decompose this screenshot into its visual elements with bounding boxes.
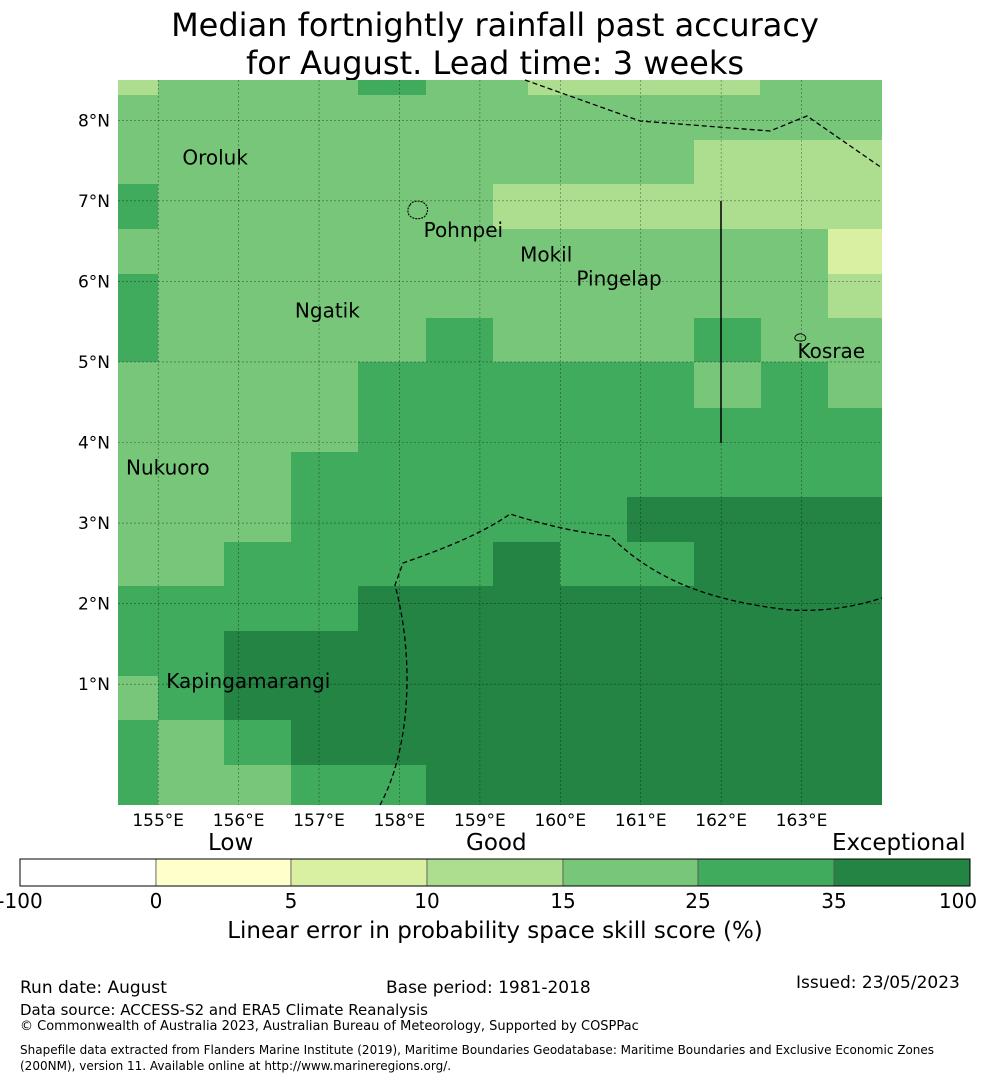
data-source: Data source: ACCESS-S2 and ERA5 Climate … bbox=[20, 1001, 428, 1019]
skill-cell bbox=[118, 631, 225, 676]
place-label-kapingamarangi: Kapingamarangi bbox=[166, 669, 330, 693]
skill-cell bbox=[528, 80, 760, 95]
skill-cell bbox=[158, 720, 224, 765]
longitude-tick-label: 158°E bbox=[374, 811, 426, 830]
longitude-tick-label: 155°E bbox=[132, 811, 184, 830]
longitude-tick-label: 156°E bbox=[213, 811, 265, 830]
latitude-tick-label: 6°N bbox=[78, 272, 110, 292]
eez-boundary-north bbox=[524, 79, 883, 169]
title-line-2: for August. Lead time: 3 weeks bbox=[245, 44, 745, 82]
latitude-tick-label: 4°N bbox=[78, 434, 110, 454]
latitude-tick-labels: 1°N 2°N 3°N 4°N 5°N 6°N 7°N 8°N bbox=[78, 111, 110, 695]
skill-cell bbox=[694, 408, 882, 452]
place-label-mokil: Mokil bbox=[520, 242, 572, 266]
colorbar-tick: 5 bbox=[284, 889, 298, 913]
place-label-pingelap: Pingelap bbox=[576, 266, 661, 290]
title-line-1: Median fortnightly rainfall past accurac… bbox=[171, 6, 819, 44]
skill-cell bbox=[224, 631, 882, 720]
skill-cell bbox=[224, 542, 694, 586]
longitude-tick-labels: 155°E 156°E 157°E 158°E 159°E 160°E 161°E 162°E… bbox=[132, 811, 827, 830]
skill-cell bbox=[694, 542, 882, 586]
colorbar-tick: 100 bbox=[938, 889, 978, 913]
place-label-pohnpei: Pohnpei bbox=[424, 218, 504, 242]
skill-cell bbox=[158, 765, 291, 805]
longitude-tick-label: 162°E bbox=[695, 811, 747, 830]
skill-cell bbox=[358, 362, 694, 452]
longitude-tick-label: 159°E bbox=[454, 811, 506, 830]
skill-cell bbox=[291, 765, 426, 805]
colorbar-category-exceptional: Exceptional bbox=[832, 830, 966, 856]
issued-date: Issued: 23/05/2023 bbox=[796, 973, 960, 993]
colorbar-segment bbox=[426, 858, 564, 887]
skill-cell bbox=[118, 184, 158, 229]
skill-cell bbox=[426, 765, 882, 805]
colorbar-segment bbox=[155, 858, 292, 887]
shapefile-credit: Shapefile data extracted from Flanders M… bbox=[20, 1043, 935, 1073]
skill-cell bbox=[158, 676, 225, 720]
colorbar-category-low: Low bbox=[208, 830, 254, 856]
colorbar-segment bbox=[562, 858, 699, 887]
map-title: Median fortnightly rainfall past accurac… bbox=[0, 6, 990, 82]
place-label-oroluk: Oroluk bbox=[182, 146, 248, 170]
latitude-tick-label: 2°N bbox=[78, 595, 110, 615]
kosrae-island-outline bbox=[794, 333, 807, 342]
skill-cell bbox=[118, 274, 158, 362]
place-label-nukuoro: Nukuoro bbox=[126, 456, 210, 480]
longitude-tick-label: 161°E bbox=[615, 811, 667, 830]
colorbar-segment bbox=[290, 858, 428, 887]
skill-cell bbox=[426, 318, 493, 362]
run-date: Run date: August bbox=[20, 978, 167, 998]
eez-boundaries bbox=[379, 79, 883, 806]
colorbar bbox=[19, 858, 971, 887]
skill-cell bbox=[358, 586, 882, 631]
skill-cell bbox=[694, 362, 761, 408]
skill-cell bbox=[118, 720, 158, 805]
copyright: © Commonwealth of Australia 2023, Austra… bbox=[20, 1019, 639, 1034]
skill-cell bbox=[694, 140, 882, 185]
skill-cell bbox=[224, 720, 291, 765]
skill-cell bbox=[828, 229, 882, 274]
colorbar-segment bbox=[19, 858, 157, 887]
skill-cell bbox=[118, 586, 358, 631]
place-label-kosrae: Kosrae bbox=[798, 339, 866, 363]
colorbar-tick: 0 bbox=[149, 889, 163, 913]
colorbar-tick: -100 bbox=[0, 889, 43, 913]
skill-cell bbox=[291, 720, 882, 765]
longitude-tick-label: 157°E bbox=[293, 811, 345, 830]
skill-cell bbox=[493, 184, 882, 229]
longitude-tick-label: 163°E bbox=[776, 811, 828, 830]
colorbar-label: Linear error in probability space skill … bbox=[227, 918, 763, 944]
latitude-tick-label: 3°N bbox=[78, 514, 110, 534]
skill-cell bbox=[493, 542, 560, 586]
place-label-ngatik: Ngatik bbox=[295, 299, 360, 323]
skill-cell bbox=[118, 80, 158, 95]
colorbar-outline bbox=[19, 858, 971, 887]
latitude-tick-label: 7°N bbox=[78, 192, 110, 212]
pohnpei-island-outline bbox=[407, 200, 429, 220]
latitude-tick-label: 8°N bbox=[78, 111, 110, 131]
skill-cell bbox=[761, 362, 828, 408]
skill-cell bbox=[694, 318, 761, 362]
colorbar-category-good: Good bbox=[466, 830, 527, 856]
colorbar-tick: 25 bbox=[685, 889, 711, 913]
longitude-tick-label: 160°E bbox=[534, 811, 586, 830]
latitude-tick-label: 5°N bbox=[78, 353, 110, 373]
eez-boundary-south bbox=[379, 513, 883, 806]
base-period: Base period: 1981-2018 bbox=[386, 978, 591, 998]
skill-cell bbox=[118, 676, 158, 720]
skill-cell bbox=[358, 80, 426, 95]
colorbar-tick: 15 bbox=[550, 889, 576, 913]
colorbar-segment bbox=[833, 858, 971, 887]
colorbar-segment bbox=[697, 858, 835, 887]
skill-cell bbox=[828, 362, 882, 408]
graticule bbox=[118, 80, 882, 805]
colorbar-tick: 35 bbox=[821, 889, 847, 913]
colorbar-tick: 10 bbox=[414, 889, 440, 913]
skill-cell bbox=[828, 274, 882, 318]
island-outlines bbox=[407, 200, 807, 342]
latitude-tick-label: 1°N bbox=[78, 675, 110, 695]
skill-cell bbox=[627, 497, 882, 542]
